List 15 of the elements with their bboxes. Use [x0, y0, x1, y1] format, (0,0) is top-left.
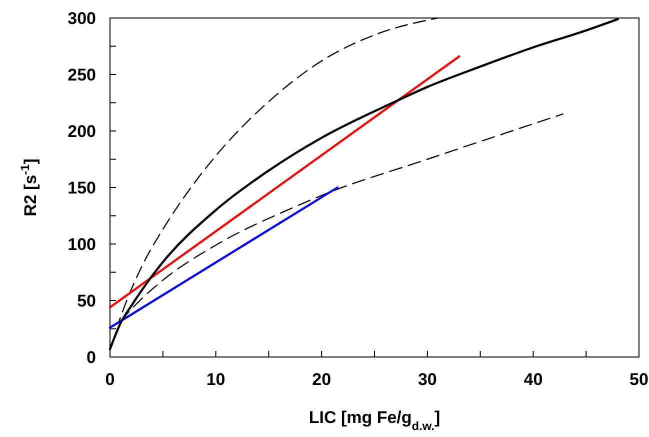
x-tick-label: 10 [206, 370, 226, 389]
line-series [124, 113, 564, 317]
y-tick-label: 300 [68, 9, 96, 28]
y-tick-label: 100 [68, 235, 96, 254]
x-tick-label: 40 [524, 370, 543, 389]
y-tick-label: 250 [68, 66, 96, 84]
y-tick-label: 150 [68, 178, 96, 198]
x-tick-label: 50 [630, 370, 648, 389]
x-axis-title: LIC [mg Fe/g$_{d.w.}$] [308, 408, 440, 433]
x-tick-label: 20 [312, 370, 332, 389]
y-tick-label: 0 [86, 348, 96, 367]
y-tick-label: 200 [68, 122, 96, 141]
y-tick-label: 50 [77, 292, 96, 310]
x-tick-label: 0 [105, 370, 115, 389]
x-tick-label: 30 [418, 370, 437, 389]
